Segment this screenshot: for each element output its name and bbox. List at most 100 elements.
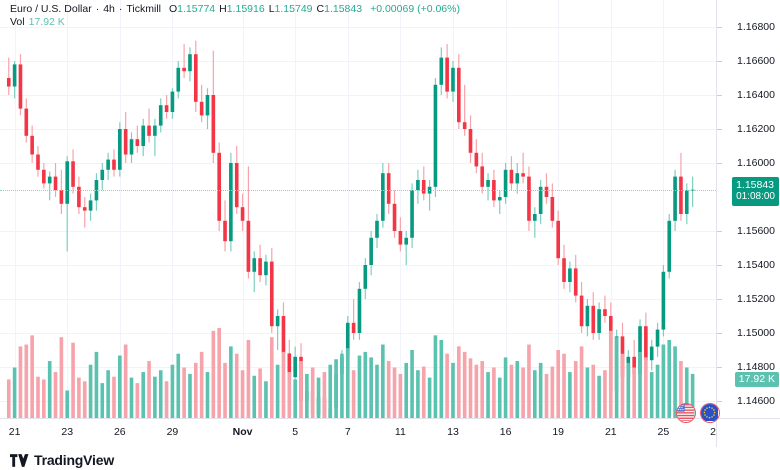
price-axis-tick-mark xyxy=(717,61,722,62)
volume-bar xyxy=(234,353,239,418)
volume-bar xyxy=(509,364,514,418)
chart-plot-area[interactable] xyxy=(0,0,716,418)
legend-close-key: C xyxy=(316,3,325,15)
volume-bar xyxy=(275,364,280,418)
volume-bar xyxy=(334,359,338,418)
volume-bar xyxy=(684,367,689,418)
candle-body xyxy=(468,129,473,153)
tradingview-logo[interactable]: TradingView xyxy=(10,452,114,468)
volume-bar xyxy=(392,367,397,418)
grid-line-vertical xyxy=(15,0,16,418)
candle-body xyxy=(6,78,11,87)
volume-bar xyxy=(82,381,87,418)
time-axis[interactable]: 21232629Nov5711131619212527 xyxy=(0,418,722,447)
volume-bar xyxy=(118,355,122,418)
volume-bar xyxy=(36,376,40,418)
time-axis-tick-label: 26 xyxy=(113,426,126,438)
price-axis-tick-mark xyxy=(717,299,722,300)
candle-body xyxy=(77,186,81,208)
legend-high-key: H xyxy=(219,3,227,15)
volume-bar xyxy=(199,351,204,418)
volume-bar xyxy=(252,375,257,418)
candle-body xyxy=(123,129,128,155)
axis-corner xyxy=(716,418,780,447)
price-axis-tick-mark xyxy=(717,163,722,164)
volume-bar xyxy=(591,364,596,418)
price-axis-tick-label: 1.15000 xyxy=(737,327,775,339)
volume-bar xyxy=(147,361,151,418)
candle-body xyxy=(158,105,163,126)
grid-line-horizontal xyxy=(0,129,716,130)
candle-body xyxy=(591,305,596,333)
volume-bar xyxy=(24,344,29,418)
volume-bar xyxy=(351,370,356,418)
volume-bar xyxy=(649,372,654,418)
volume-bar xyxy=(451,362,455,418)
volume-bar xyxy=(655,364,660,418)
volume-bar xyxy=(386,361,391,418)
grid-line-vertical xyxy=(453,0,454,418)
volume-bar xyxy=(468,358,473,418)
price-axis-tick-label: 1.16400 xyxy=(737,89,775,101)
volume-bar xyxy=(322,372,327,418)
grid-line-vertical xyxy=(663,0,664,418)
us-flag-icon[interactable] xyxy=(676,403,696,423)
candle-body xyxy=(59,190,64,204)
grid-line-vertical xyxy=(172,0,173,418)
candle-body xyxy=(579,295,584,327)
candle-body xyxy=(205,95,210,116)
price-axis-tick-mark xyxy=(717,129,722,130)
current-price-badge[interactable]: 1.15843 01:08:00 xyxy=(732,176,779,206)
candle-body xyxy=(363,265,368,289)
volume-bar xyxy=(135,383,140,418)
candle-body xyxy=(351,322,356,333)
volume-bar xyxy=(492,367,496,418)
currency-flag-badges[interactable] xyxy=(676,403,720,425)
eu-flag-icon[interactable] xyxy=(700,403,720,423)
volume-bar xyxy=(673,346,677,418)
legend-interval[interactable]: 4h xyxy=(103,3,115,15)
legend-open-value: 1.15774 xyxy=(177,3,216,15)
legend-volume-value: 17.92 K xyxy=(28,16,65,28)
candle-body xyxy=(445,57,449,92)
volume-bar xyxy=(562,353,566,418)
candle-body xyxy=(550,197,555,221)
volume-bar xyxy=(416,370,420,418)
candle-wick xyxy=(405,231,407,265)
candle-body xyxy=(211,95,216,153)
volume-bar xyxy=(439,339,444,418)
volume-bar xyxy=(433,335,438,418)
volume-bar xyxy=(18,346,23,418)
candle-body xyxy=(281,316,286,354)
candle-body xyxy=(497,197,502,201)
grid-line-vertical xyxy=(400,0,401,418)
current-price-line xyxy=(0,189,716,191)
volume-bar xyxy=(357,355,362,418)
legend-symbol[interactable]: Euro / U.S. Dollar xyxy=(10,3,92,15)
volume-bar xyxy=(626,362,631,418)
candle-body xyxy=(398,231,403,245)
price-axis-tick-label: 1.14800 xyxy=(737,361,775,373)
legend-sep-2: · xyxy=(118,3,123,15)
volume-bar xyxy=(141,372,146,418)
legend-exchange[interactable]: Tickmill xyxy=(126,3,161,15)
volume-bar xyxy=(503,357,508,418)
volume-bar xyxy=(427,377,432,418)
volume-bar xyxy=(100,383,105,418)
candle-body xyxy=(12,64,17,87)
price-axis[interactable]: 1.16800 1.16600 1.16400 1.16200 1.16000 1.156… xyxy=(716,0,780,418)
candle-wick xyxy=(353,299,355,340)
candle-body xyxy=(258,258,262,276)
volume-bar xyxy=(170,364,175,418)
volume-bar xyxy=(205,372,210,418)
volume-bar xyxy=(533,370,537,418)
volume-bar xyxy=(620,353,625,418)
volume-bar xyxy=(632,367,636,418)
grid-line-vertical xyxy=(611,0,612,418)
candle-wick xyxy=(429,180,431,211)
volume-bar xyxy=(661,344,666,418)
grid-line-vertical xyxy=(558,0,559,418)
volume-bar xyxy=(579,346,584,418)
candle-body xyxy=(188,54,192,72)
